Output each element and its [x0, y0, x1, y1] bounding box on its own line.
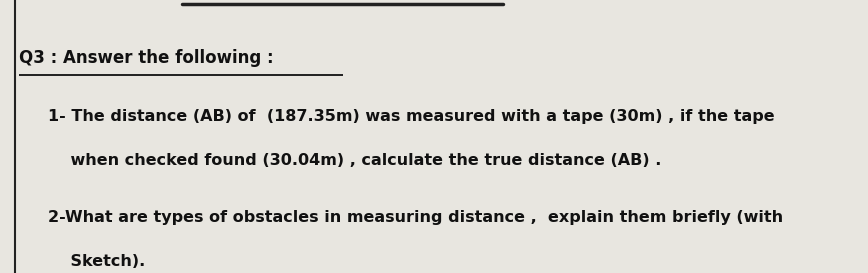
- Text: Sketch).: Sketch).: [48, 254, 145, 269]
- Text: 1- The distance (AB) of  (187.35m) was measured with a tape (30m) , if the tape: 1- The distance (AB) of (187.35m) was me…: [48, 109, 774, 124]
- Text: Q3 : Answer the following :: Q3 : Answer the following :: [19, 49, 273, 67]
- Text: 2-What are types of obstacles in measuring distance ,  explain them briefly (wit: 2-What are types of obstacles in measuri…: [48, 210, 783, 225]
- Text: when checked found (30.04m) , calculate the true distance (AB) .: when checked found (30.04m) , calculate …: [48, 153, 661, 168]
